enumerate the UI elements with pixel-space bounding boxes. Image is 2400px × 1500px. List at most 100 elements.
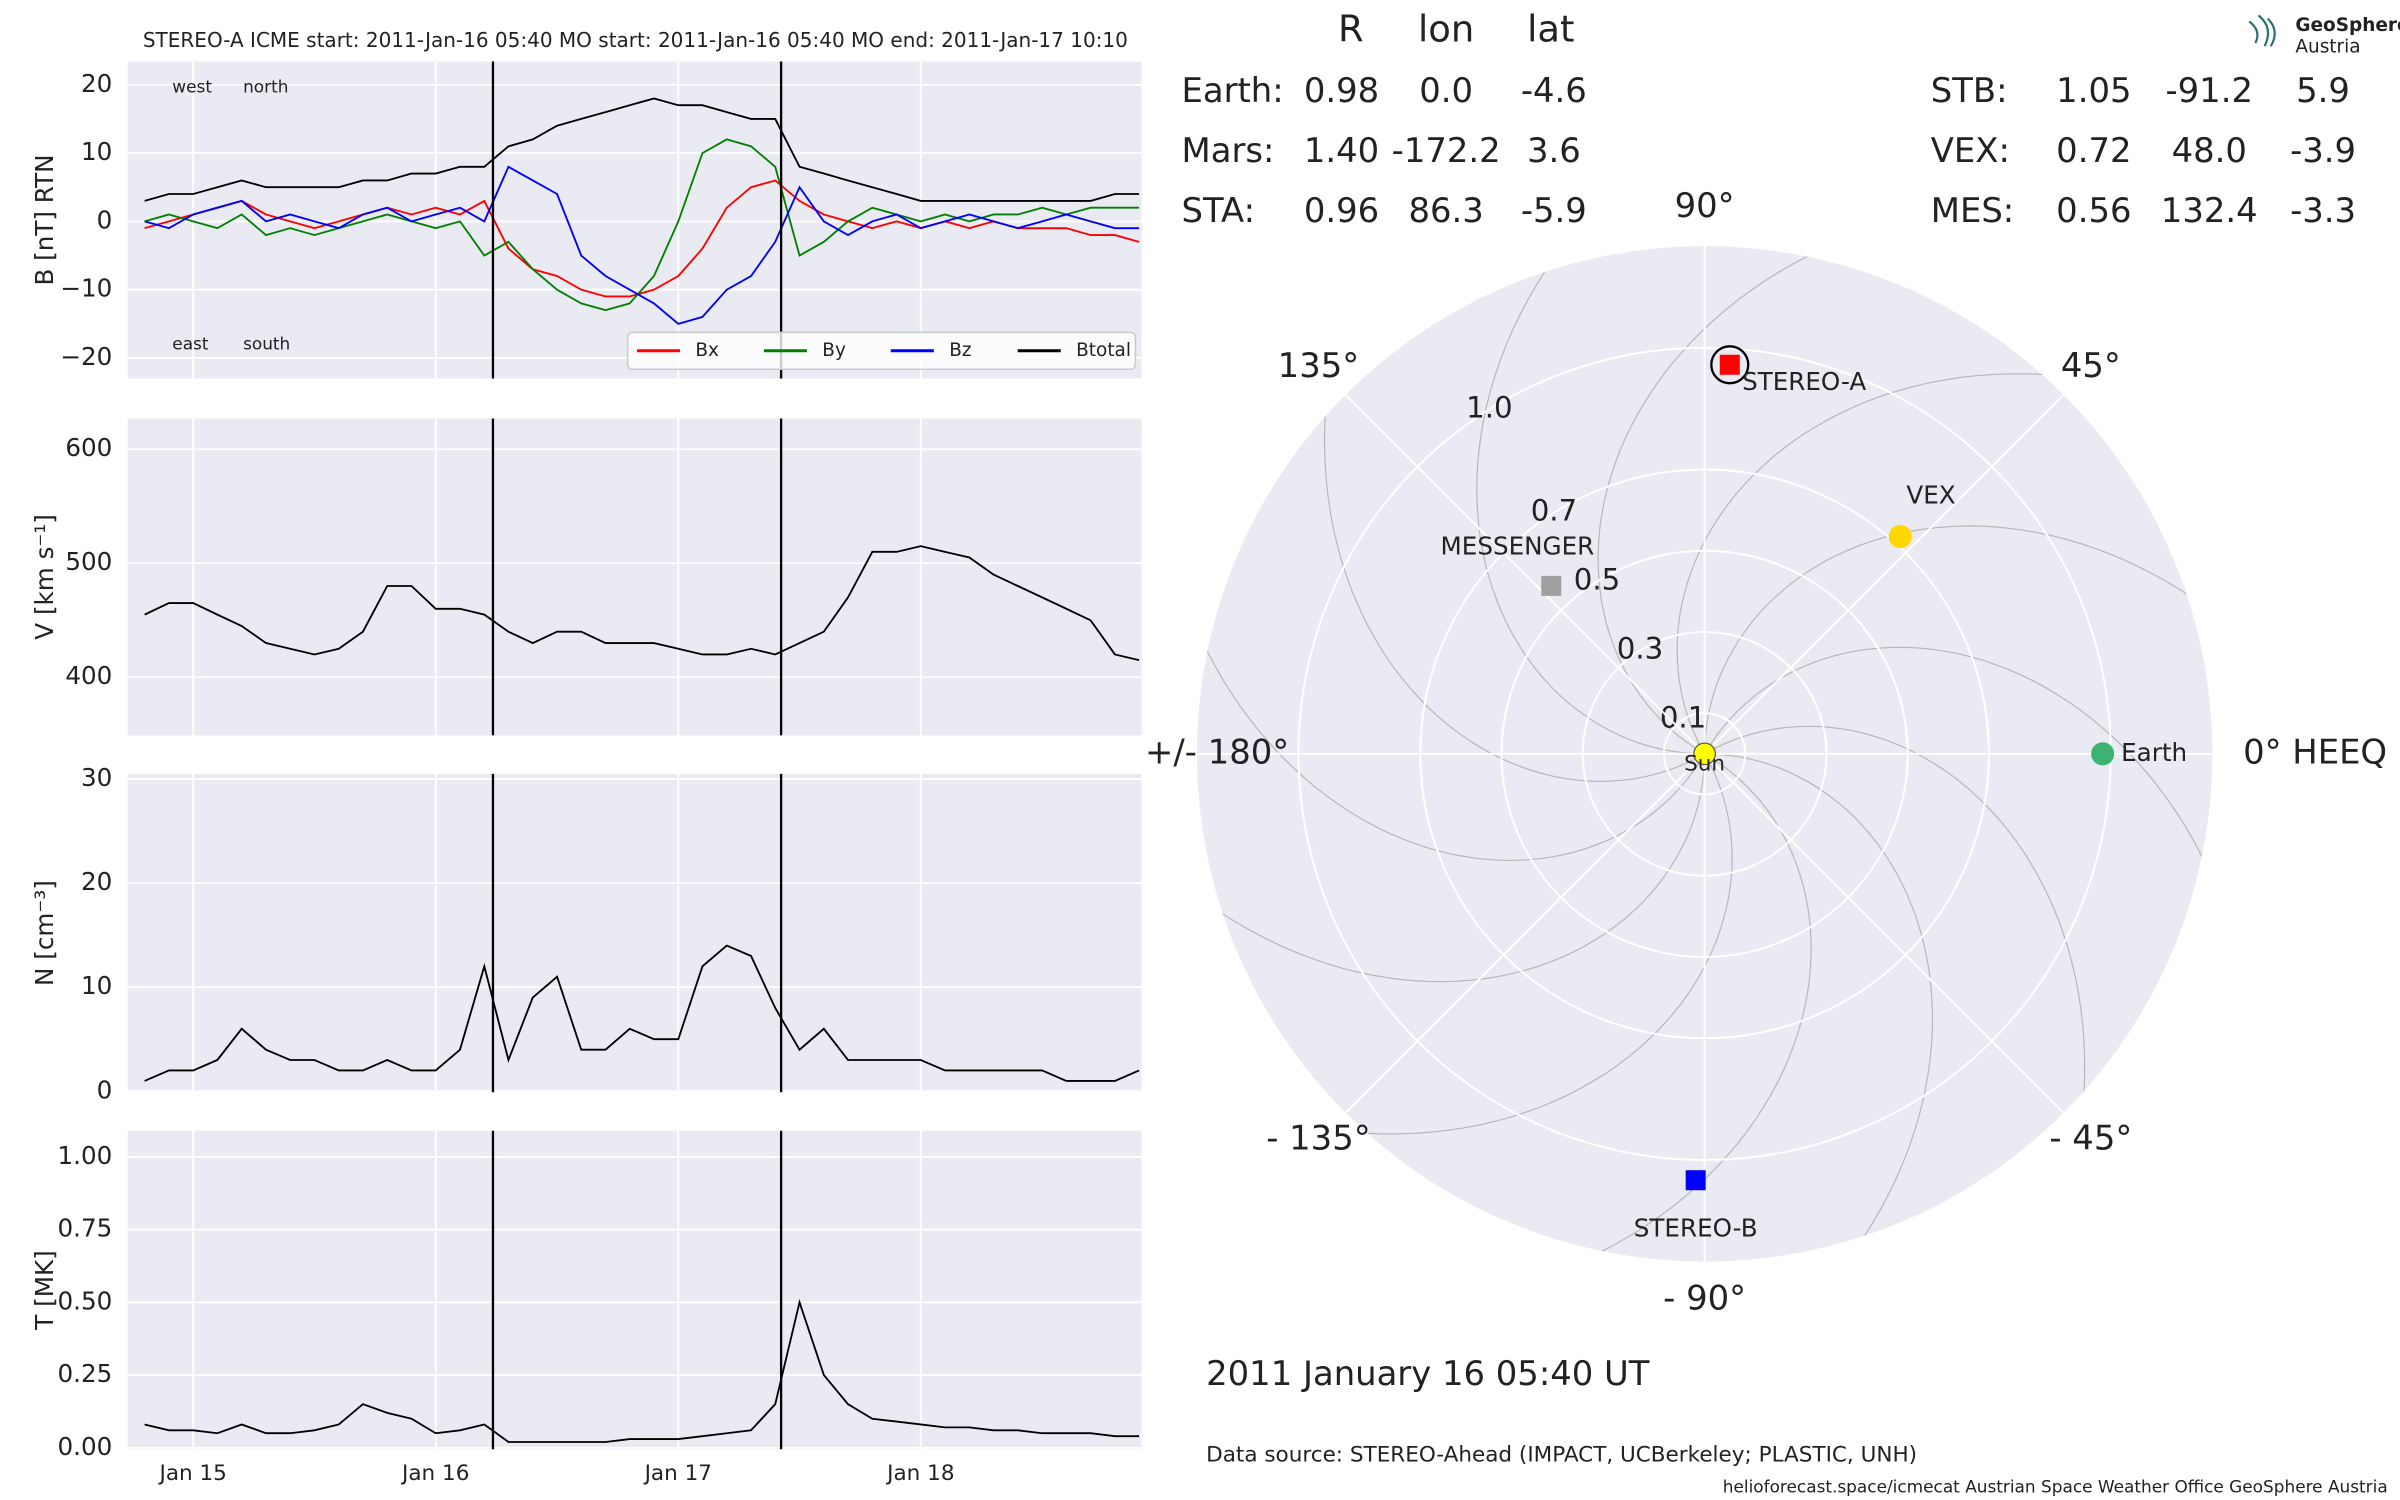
- x-tick-label: Jan 16: [400, 1461, 469, 1486]
- body-value: -91.2: [2165, 71, 2253, 110]
- sun-label: Sun: [1684, 752, 1725, 777]
- body-marker: [1888, 524, 1912, 549]
- body-marker: [1685, 1170, 1706, 1191]
- body-name: Earth:: [1182, 71, 1284, 110]
- body-value: 0.98: [1304, 71, 1379, 110]
- y-tick-label: −10: [60, 274, 112, 303]
- legend-label: Bx: [695, 340, 719, 361]
- annotation: west: [172, 77, 212, 97]
- body-value: 5.9: [2296, 71, 2350, 110]
- sun: [1693, 742, 1717, 766]
- body-value: 3.6: [1527, 131, 1581, 170]
- r-tick-label: 0.5: [1574, 563, 1620, 597]
- table-header: lon: [1418, 7, 1474, 50]
- legend-box: [626, 331, 1137, 370]
- r-tick-label: 1.0: [1466, 390, 1512, 424]
- grid-spoke: [1344, 394, 1706, 755]
- footer: helioforecast.space/icmecat Austrian Spa…: [1723, 1477, 2388, 1497]
- theta-tick-label: 135°: [1278, 346, 1359, 385]
- body-label: MESSENGER: [1441, 531, 1595, 560]
- body-marker: [1719, 354, 1740, 375]
- body-marker: [2091, 742, 2115, 766]
- body-value: 86.3: [1408, 191, 1483, 230]
- y-axis-label: T [MK]: [30, 1250, 59, 1330]
- body-value: -172.2: [1392, 131, 1501, 170]
- y-tick-label: 0.75: [58, 1214, 113, 1243]
- y-tick-label: 500: [65, 547, 112, 576]
- logo-icon: [2248, 14, 2276, 47]
- body-value: -4.6: [1521, 71, 1587, 110]
- y-tick-label: 20: [81, 867, 112, 896]
- y-axis-label: B [nT] RTN: [30, 154, 59, 285]
- logo-text: Austria: [2295, 37, 2360, 58]
- x-tick-label: Jan 15: [157, 1461, 226, 1486]
- parker-spiral: [1196, 734, 1706, 983]
- series-line: [144, 179, 1140, 298]
- parker-spiral: [1704, 525, 2213, 774]
- body-value: 0.72: [2056, 131, 2131, 170]
- y-tick-label: 400: [65, 661, 112, 690]
- y-tick-label: 0.00: [58, 1432, 113, 1461]
- body-value: 0.56: [2056, 191, 2131, 230]
- observer-ring: [1710, 345, 1750, 385]
- table-header: lat: [1527, 7, 1574, 50]
- plot-background: [127, 418, 1142, 736]
- annotation: east: [172, 334, 209, 354]
- y-tick-label: 0.25: [58, 1359, 113, 1388]
- date-label: 2011 January 16 05:40 UT: [1206, 1354, 1650, 1393]
- y-tick-label: 10: [81, 971, 112, 1000]
- series-line: [144, 1298, 1140, 1443]
- grid-spoke: [1703, 394, 2065, 755]
- body-value: 48.0: [2172, 131, 2247, 170]
- series-line: [144, 944, 1140, 1082]
- legend-label: Btotal: [1076, 340, 1131, 361]
- theta-tick-label: 90°: [1675, 186, 1735, 225]
- body-marker: [1541, 575, 1562, 596]
- parker-spiral: [1685, 753, 1934, 1262]
- table-header: R: [1338, 7, 1364, 50]
- body-name: MES:: [1931, 191, 2014, 230]
- body-name: STA:: [1182, 191, 1255, 230]
- annotation: south: [243, 334, 290, 354]
- series-line: [144, 545, 1140, 662]
- x-tick-label: Jan 18: [885, 1461, 954, 1486]
- body-name: VEX:: [1931, 131, 2010, 170]
- r-tick-label: 0.7: [1531, 494, 1577, 528]
- series-line: [144, 138, 1140, 312]
- body-label: STEREO-A: [1742, 367, 1866, 396]
- y-axis-label: N [cm⁻³]: [30, 880, 59, 986]
- theta-tick-label: - 90°: [1663, 1279, 1746, 1318]
- plot-background: [127, 773, 1142, 1093]
- body-name: STB:: [1931, 71, 2008, 110]
- y-tick-label: 20: [81, 69, 112, 98]
- annotation: north: [243, 77, 288, 97]
- x-tick-label: Jan 17: [643, 1461, 712, 1486]
- body-value: 0.0: [1419, 71, 1473, 110]
- y-tick-label: 0: [97, 205, 113, 234]
- y-axis-label: V [km s⁻¹]: [30, 514, 59, 640]
- y-tick-label: 0.50: [58, 1286, 113, 1315]
- plot-background: [127, 1130, 1142, 1450]
- series-line: [144, 97, 1140, 202]
- parker-spiral: [1476, 246, 1725, 755]
- y-tick-label: 10: [81, 137, 112, 166]
- body-label: VEX: [1906, 481, 1955, 510]
- data-source: Data source: STEREO-Ahead (IMPACT, UCBer…: [1206, 1442, 1917, 1467]
- theta-tick-label: - 45°: [2049, 1119, 2132, 1158]
- series-line: [144, 165, 1140, 325]
- theta-tick-label: - 135°: [1266, 1119, 1370, 1158]
- theta-tick-label: 0° HEEQ: [2243, 732, 2387, 771]
- body-value: 132.4: [2161, 191, 2258, 230]
- body-value: -3.9: [2290, 131, 2356, 170]
- body-value: 0.96: [1304, 191, 1379, 230]
- logo-text: GeoSphere: [2295, 15, 2400, 36]
- body-name: Mars:: [1182, 131, 1275, 170]
- y-tick-label: 0: [97, 1075, 113, 1104]
- body-label: Earth: [2121, 738, 2187, 767]
- grid-spoke: [1344, 753, 1706, 1114]
- body-value: 1.05: [2056, 71, 2131, 110]
- legend-label: By: [822, 340, 846, 361]
- grid-spoke: [1703, 753, 2065, 1114]
- body-value: -3.3: [2290, 191, 2356, 230]
